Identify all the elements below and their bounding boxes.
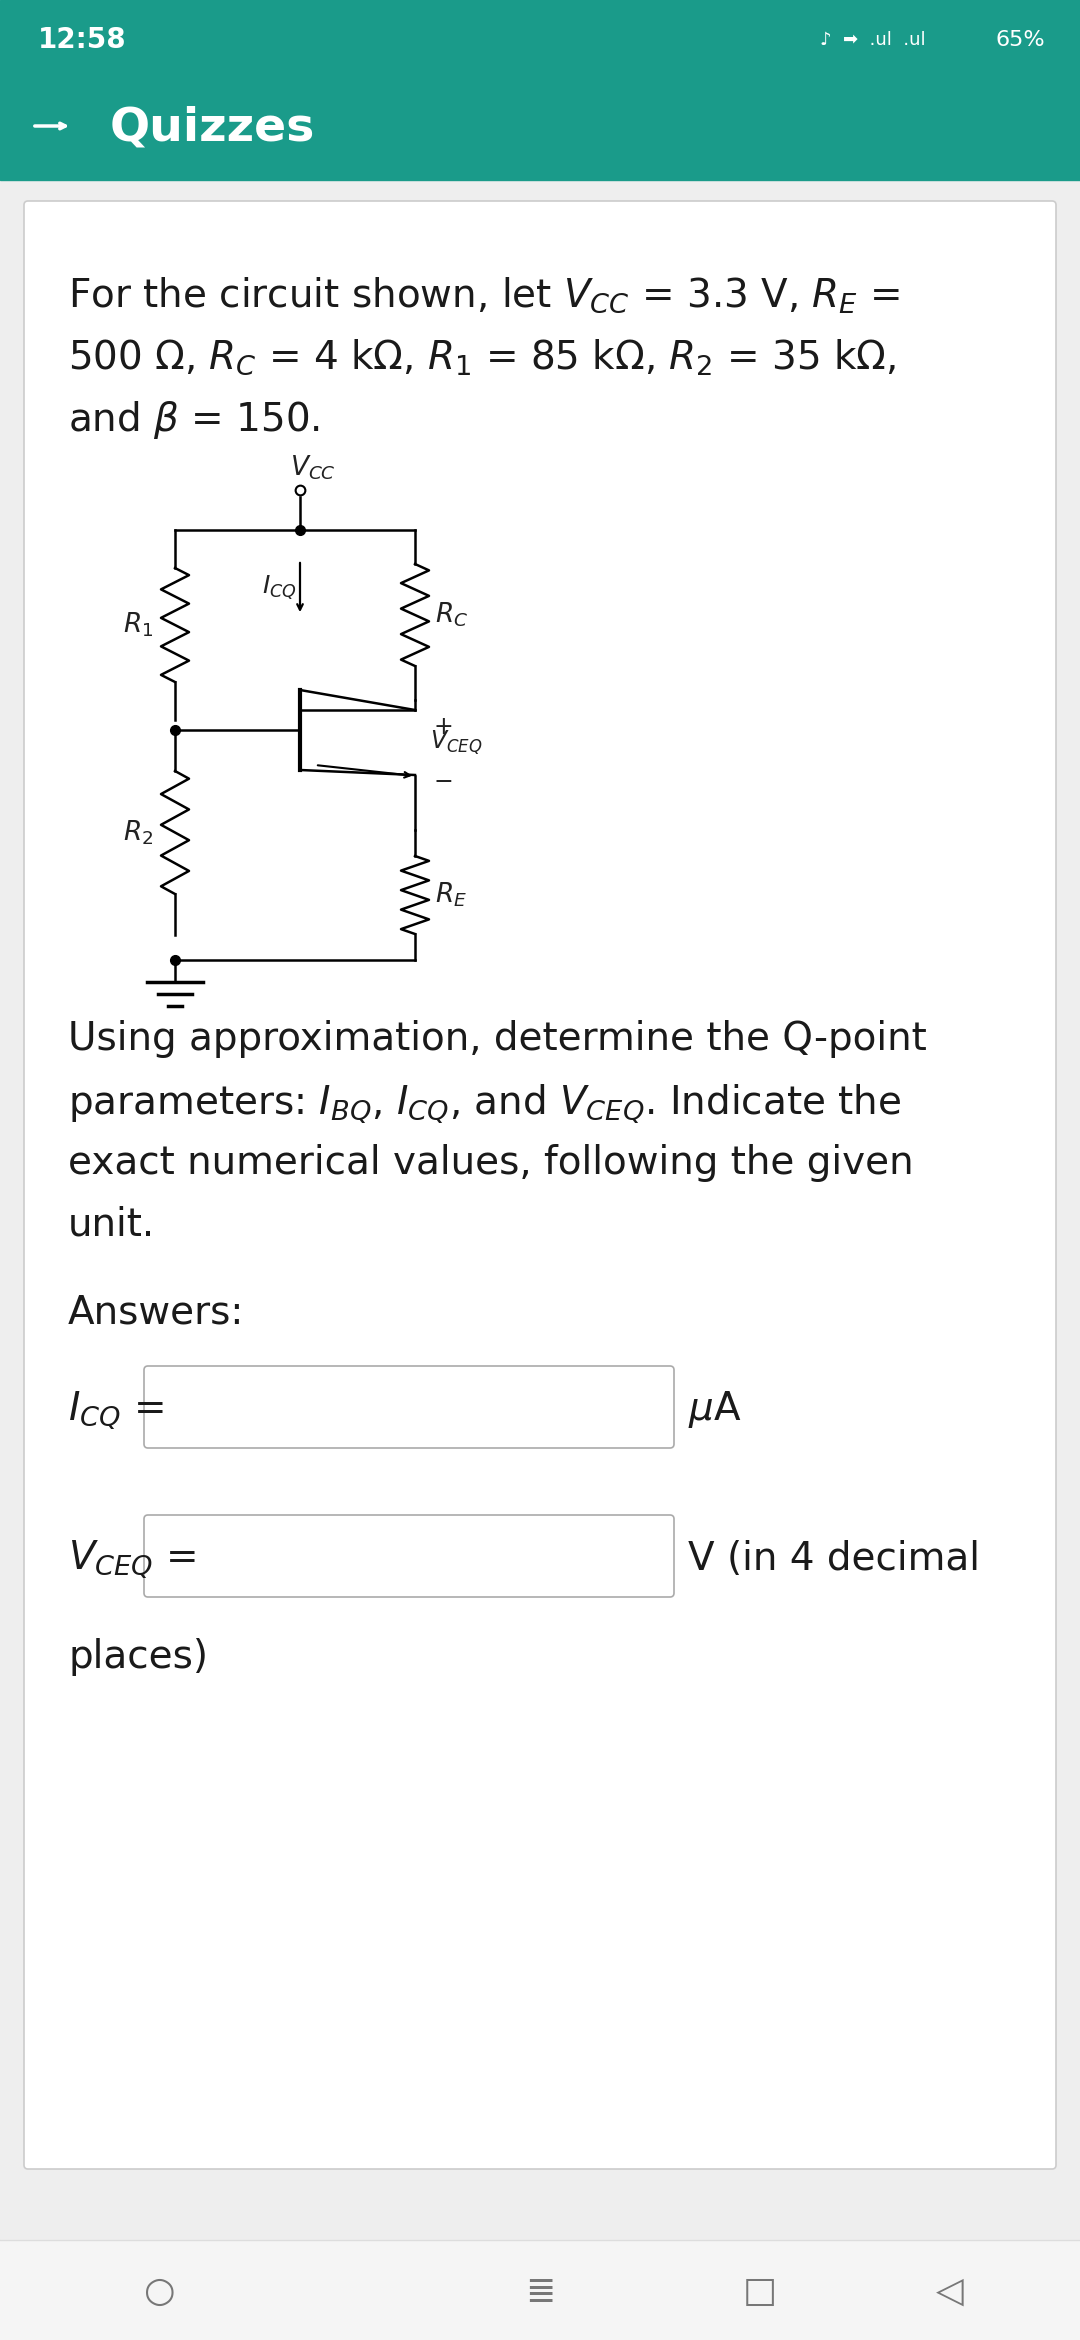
Text: ♪  ➡  .ul  .ul: ♪ ➡ .ul .ul [820, 30, 926, 49]
Text: $R_C$: $R_C$ [435, 601, 469, 629]
Text: Quizzes: Quizzes [110, 105, 315, 150]
Text: places): places) [68, 1638, 208, 1675]
Text: $R_E$: $R_E$ [435, 880, 467, 910]
Text: $R_2$: $R_2$ [123, 819, 153, 847]
Text: $V_{CEQ}$ =: $V_{CEQ}$ = [68, 1537, 197, 1580]
Text: ○: ○ [145, 2274, 176, 2310]
Text: $V_{CEQ}$: $V_{CEQ}$ [430, 730, 483, 758]
Text: Using approximation, determine the Q-point: Using approximation, determine the Q-poi… [68, 1020, 927, 1058]
Text: □: □ [743, 2274, 778, 2310]
FancyBboxPatch shape [144, 1514, 674, 1596]
Text: unit.: unit. [68, 1205, 156, 1245]
FancyBboxPatch shape [144, 1367, 674, 1448]
Text: +: + [433, 716, 453, 739]
Text: Answers:: Answers: [68, 1294, 244, 1331]
Text: ◁: ◁ [936, 2274, 963, 2310]
Bar [0, 0, 1080, 73]
Text: ≣: ≣ [525, 2274, 555, 2310]
Text: $\mu$A: $\mu$A [688, 1390, 742, 1430]
Text: 12:58: 12:58 [38, 26, 126, 54]
Text: −: − [433, 770, 453, 793]
FancyBboxPatch shape [24, 201, 1056, 2169]
Text: exact numerical values, following the given: exact numerical values, following the gi… [68, 1144, 914, 1182]
Text: $I_{CQ}$ =: $I_{CQ}$ = [68, 1390, 164, 1430]
Text: V (in 4 decimal: V (in 4 decimal [688, 1540, 980, 1577]
Text: 65%: 65% [996, 30, 1045, 49]
Bar [0, 2239, 1080, 2340]
Text: For the circuit shown, let $V_{CC}$ = 3.3 V, $R_E$ =: For the circuit shown, let $V_{CC}$ = 3.… [68, 276, 900, 314]
Text: $V_{CC}$: $V_{CC}$ [291, 454, 336, 482]
Bar [0, 73, 1080, 180]
Text: parameters: $I_{BQ}$, $I_{CQ}$, and $V_{CEQ}$. Indicate the: parameters: $I_{BQ}$, $I_{CQ}$, and $V_{… [68, 1081, 902, 1126]
Text: $I_{CQ}$: $I_{CQ}$ [262, 573, 297, 601]
Text: and $\beta$ = 150.: and $\beta$ = 150. [68, 400, 320, 440]
Text: 500 $\Omega$, $R_C$ = 4 k$\Omega$, $R_1$ = 85 k$\Omega$, $R_2$ = 35 k$\Omega$,: 500 $\Omega$, $R_C$ = 4 k$\Omega$, $R_1$… [68, 337, 896, 377]
Text: $R_1$: $R_1$ [123, 611, 153, 639]
